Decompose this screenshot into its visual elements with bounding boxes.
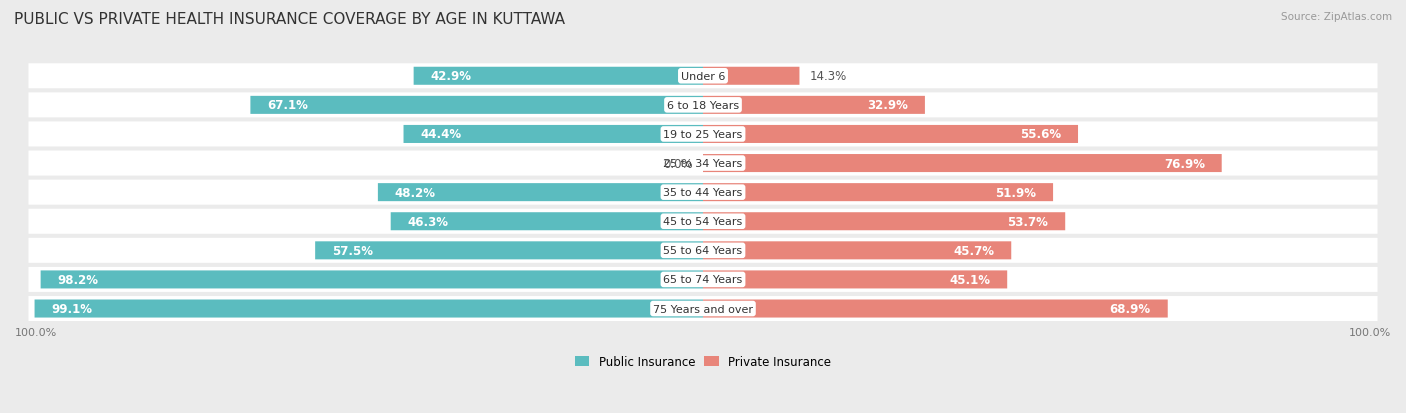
Text: 57.5%: 57.5%: [332, 244, 373, 257]
Text: 19 to 25 Years: 19 to 25 Years: [664, 130, 742, 140]
FancyBboxPatch shape: [41, 271, 703, 289]
Text: 25 to 34 Years: 25 to 34 Years: [664, 159, 742, 169]
Text: 99.1%: 99.1%: [52, 302, 93, 315]
Text: 55.6%: 55.6%: [1019, 128, 1062, 141]
Text: 45 to 54 Years: 45 to 54 Years: [664, 217, 742, 227]
FancyBboxPatch shape: [391, 213, 703, 231]
FancyBboxPatch shape: [703, 68, 800, 85]
Text: 32.9%: 32.9%: [868, 99, 908, 112]
Text: 67.1%: 67.1%: [267, 99, 308, 112]
FancyBboxPatch shape: [28, 267, 1378, 292]
Text: 65 to 74 Years: 65 to 74 Years: [664, 275, 742, 285]
FancyBboxPatch shape: [28, 122, 1378, 147]
Text: 100.0%: 100.0%: [1348, 328, 1391, 337]
Legend: Public Insurance, Private Insurance: Public Insurance, Private Insurance: [575, 356, 831, 368]
Text: 35 to 44 Years: 35 to 44 Years: [664, 188, 742, 198]
FancyBboxPatch shape: [28, 180, 1378, 205]
FancyBboxPatch shape: [28, 64, 1378, 89]
FancyBboxPatch shape: [413, 68, 703, 85]
Text: PUBLIC VS PRIVATE HEALTH INSURANCE COVERAGE BY AGE IN KUTTAWA: PUBLIC VS PRIVATE HEALTH INSURANCE COVER…: [14, 12, 565, 27]
FancyBboxPatch shape: [703, 126, 1078, 144]
Text: 0.0%: 0.0%: [664, 157, 693, 170]
Text: 14.3%: 14.3%: [810, 70, 846, 83]
Text: 45.1%: 45.1%: [949, 273, 990, 286]
Text: 6 to 18 Years: 6 to 18 Years: [666, 101, 740, 111]
FancyBboxPatch shape: [28, 238, 1378, 263]
Text: Source: ZipAtlas.com: Source: ZipAtlas.com: [1281, 12, 1392, 22]
FancyBboxPatch shape: [28, 93, 1378, 118]
FancyBboxPatch shape: [703, 271, 1007, 289]
Text: 44.4%: 44.4%: [420, 128, 461, 141]
FancyBboxPatch shape: [703, 300, 1168, 318]
Text: 45.7%: 45.7%: [953, 244, 994, 257]
Text: 100.0%: 100.0%: [15, 328, 58, 337]
FancyBboxPatch shape: [703, 154, 1222, 173]
FancyBboxPatch shape: [28, 296, 1378, 321]
Text: Under 6: Under 6: [681, 71, 725, 82]
FancyBboxPatch shape: [703, 213, 1066, 231]
FancyBboxPatch shape: [250, 97, 703, 114]
FancyBboxPatch shape: [404, 126, 703, 144]
FancyBboxPatch shape: [315, 242, 703, 260]
Text: 68.9%: 68.9%: [1109, 302, 1152, 315]
Text: 46.3%: 46.3%: [408, 215, 449, 228]
FancyBboxPatch shape: [703, 242, 1011, 260]
Text: 75 Years and over: 75 Years and over: [652, 304, 754, 314]
FancyBboxPatch shape: [28, 209, 1378, 234]
FancyBboxPatch shape: [378, 184, 703, 202]
FancyBboxPatch shape: [35, 300, 703, 318]
Text: 53.7%: 53.7%: [1008, 215, 1049, 228]
Text: 51.9%: 51.9%: [995, 186, 1036, 199]
FancyBboxPatch shape: [703, 97, 925, 114]
Text: 98.2%: 98.2%: [58, 273, 98, 286]
FancyBboxPatch shape: [28, 151, 1378, 176]
Text: 76.9%: 76.9%: [1164, 157, 1205, 170]
FancyBboxPatch shape: [703, 184, 1053, 202]
Text: 55 to 64 Years: 55 to 64 Years: [664, 246, 742, 256]
Text: 42.9%: 42.9%: [430, 70, 471, 83]
Text: 48.2%: 48.2%: [395, 186, 436, 199]
